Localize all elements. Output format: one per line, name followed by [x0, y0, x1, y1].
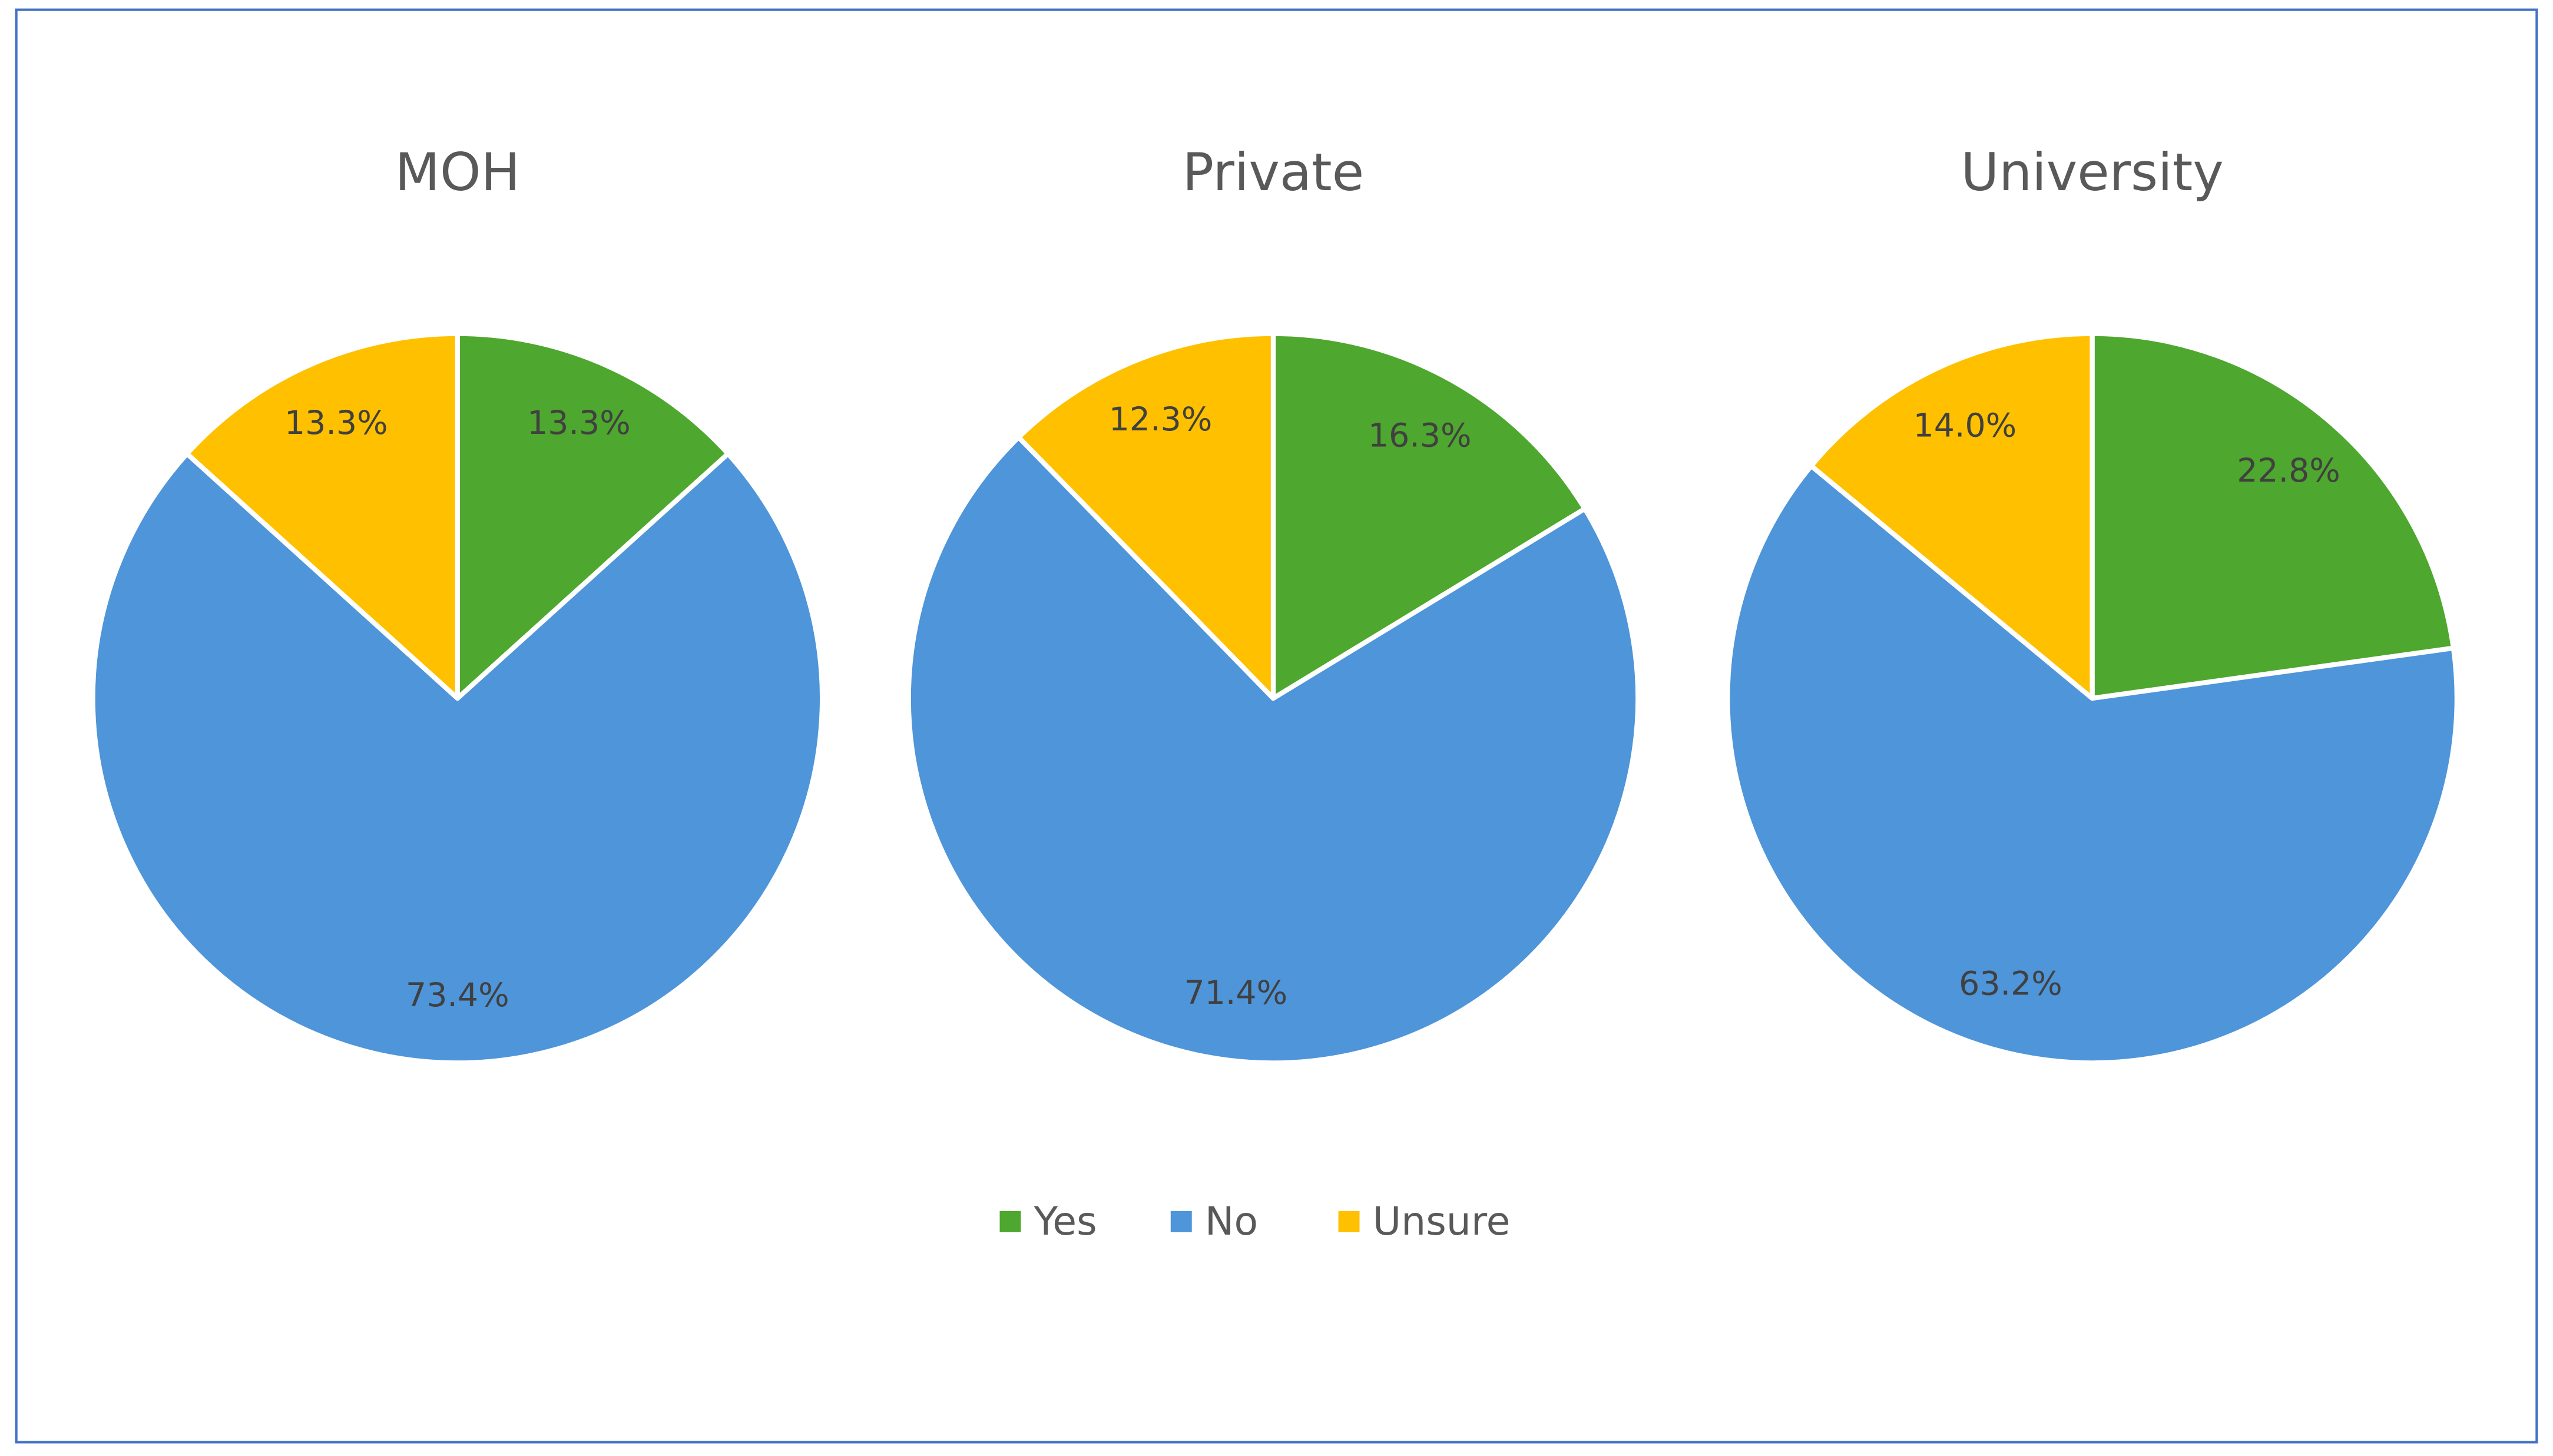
data-label: 73.4% — [406, 977, 509, 1014]
legend-label: No — [1205, 1198, 1258, 1244]
data-label: 63.2% — [1959, 966, 2062, 1003]
chart-title: MOH — [395, 142, 520, 203]
legend-swatch — [999, 1210, 1021, 1232]
pie-slice — [1725, 463, 2460, 1066]
chart-title: University — [1961, 142, 2223, 203]
legend-label: Unsure — [1373, 1198, 1511, 1244]
data-label: 12.3% — [1109, 401, 1213, 439]
chart-title: Private — [1183, 142, 1364, 203]
data-label: 16.3% — [1368, 417, 1472, 455]
legend-swatch — [1338, 1210, 1360, 1232]
data-label: 14.0% — [1913, 407, 2017, 445]
pie-slice — [1270, 331, 1588, 701]
legend-swatch — [1170, 1210, 1192, 1232]
legend-label: Yes — [1034, 1198, 1097, 1244]
pie-slice — [90, 451, 825, 1066]
pie-slice — [906, 435, 1641, 1066]
pie-slice — [184, 331, 461, 701]
pie-slice — [1809, 331, 2095, 701]
data-label: 13.3% — [284, 404, 388, 442]
pie-slice — [1016, 331, 1276, 701]
data-label: 13.3% — [527, 404, 631, 442]
pie-slice — [2090, 331, 2456, 701]
data-label: 22.8% — [2237, 452, 2340, 490]
data-label: 71.4% — [1184, 974, 1288, 1012]
pie-slice — [455, 331, 731, 701]
